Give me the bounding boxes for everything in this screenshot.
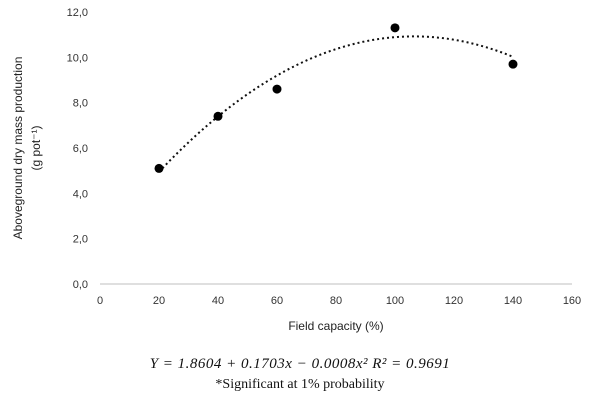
x-axis-title: Field capacity (%) xyxy=(288,319,383,333)
x-tick-label: 160 xyxy=(563,295,581,307)
x-tick-label: 80 xyxy=(330,295,342,307)
y-axis-title-line1: Aboveground dry mass production xyxy=(11,57,25,240)
y-tick-labels: 0,0 2,0 4,0 6,0 8,0 10,0 12,0 xyxy=(67,7,88,291)
x-tick-label: 140 xyxy=(504,295,522,307)
data-point xyxy=(154,163,164,173)
y-axis-title: Aboveground dry mass production (g pot⁻¹… xyxy=(11,57,43,240)
y-tick-label: 0,0 xyxy=(73,279,88,291)
data-point xyxy=(508,59,518,69)
y-axis-title-line2: (g pot⁻¹) xyxy=(29,125,43,170)
y-tick-label: 4,0 xyxy=(73,188,88,200)
y-tick-label: 6,0 xyxy=(73,143,88,155)
data-point xyxy=(213,111,223,121)
x-tick-label: 100 xyxy=(386,295,404,307)
trendline xyxy=(158,35,514,173)
x-tick-label: 120 xyxy=(445,295,463,307)
y-tick-label: 10,0 xyxy=(67,52,88,64)
data-points xyxy=(154,23,518,173)
regression-equation: Y = 1.8604 + 0.1703x − 0.0008x² R² = 0.9… xyxy=(149,356,451,372)
x-tick-label: 40 xyxy=(212,295,224,307)
y-tick-label: 2,0 xyxy=(73,234,88,246)
x-tick-label: 0 xyxy=(97,295,103,307)
x-tick-label: 20 xyxy=(153,295,165,307)
y-tick-label: 8,0 xyxy=(73,98,88,110)
data-point xyxy=(390,23,400,33)
data-point xyxy=(272,84,282,94)
x-tick-labels: 0 20 40 60 80 100 120 140 160 xyxy=(97,295,581,307)
significance-note: *Significant at 1% probability xyxy=(215,377,385,392)
y-tick-label: 12,0 xyxy=(67,7,88,19)
x-tick-label: 60 xyxy=(271,295,283,307)
